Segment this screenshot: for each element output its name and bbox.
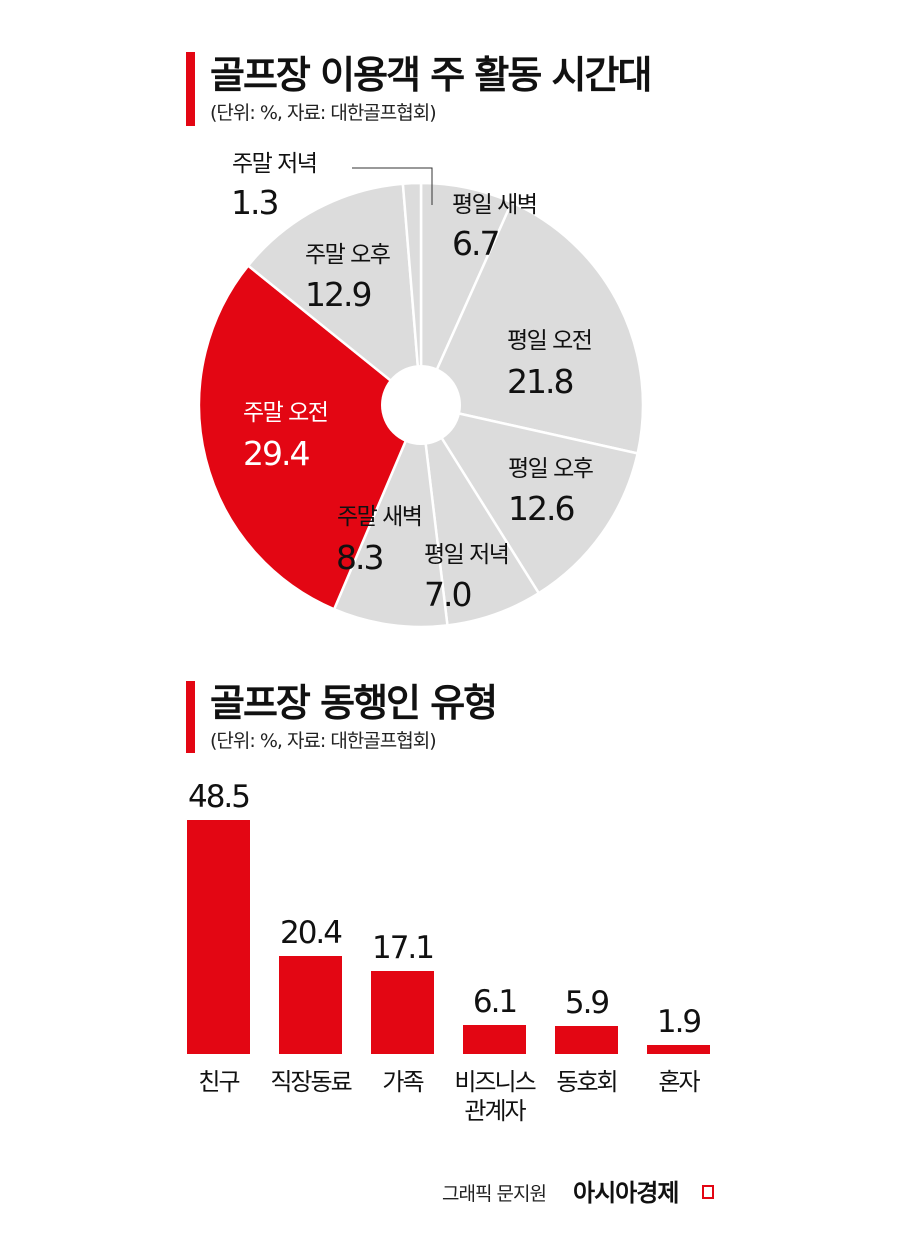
pie-label-name: 주말 오후: [305, 242, 391, 268]
bar-value-label: 48.5: [187, 779, 251, 815]
pie-label-value: 8.3: [336, 538, 385, 577]
bar-value-label: 17.1: [371, 930, 435, 966]
leader-line: [352, 167, 433, 205]
bar-category-label: 혼자: [658, 1068, 700, 1096]
pie-slice: [246, 182, 423, 408]
bar-category-label: 가족: [382, 1068, 424, 1096]
pie-label-name: 평일 새벽: [452, 192, 538, 218]
bar: [371, 971, 434, 1054]
bar-category-label: 직장동료: [270, 1068, 352, 1096]
bar: [187, 820, 250, 1054]
bar-chart-title: 골프장 동행인 유형: [210, 681, 498, 725]
bar-title-bar: [186, 681, 195, 753]
bar-value-label: 20.4: [279, 915, 343, 951]
donut-chart: [197, 167, 645, 629]
bar-chart-subtitle: (단위: %, 자료: 대한골프협회): [210, 730, 437, 752]
pie-label-name: 평일 오후: [508, 456, 594, 482]
bar-value-label: 6.1: [472, 984, 518, 1020]
pie-label-name: 평일 저녁: [424, 542, 510, 568]
donut-hole: [381, 365, 461, 445]
pie-label-name: 주말 새벽: [337, 504, 423, 530]
bar: [463, 1025, 526, 1054]
pie-label-name: 평일 오전: [507, 328, 593, 354]
bar-category-label: 동호회: [556, 1068, 618, 1096]
pie-label-value: 6.7: [452, 224, 501, 263]
pie-label-value: 7.0: [424, 575, 473, 614]
publisher-logo-text: 아시아경제: [573, 1179, 679, 1207]
pie-slice: [332, 400, 449, 629]
bar-category-label: 친구: [198, 1068, 240, 1096]
graphic-credit: 그래픽 문지원: [442, 1183, 547, 1205]
pie-label-name: 주말 오전: [243, 400, 329, 426]
pie-slice: [419, 200, 645, 455]
pie-slice: [418, 403, 640, 595]
bar-category-label: 비즈니스 관계자: [454, 1068, 536, 1125]
pie-chart-title: 골프장 이용객 주 활동 시간대: [210, 53, 652, 97]
pie-label-value: 21.8: [507, 362, 574, 401]
pie-label-value: 12.6: [508, 489, 575, 528]
bar: [555, 1026, 618, 1054]
pie-slice: [197, 263, 423, 611]
pie-chart-subtitle: (단위: %, 자료: 대한골프협회): [210, 102, 437, 124]
pie-label-value: 1.3: [231, 183, 280, 222]
publisher-logo-icon: [702, 1185, 714, 1199]
pie-title-bar: [186, 52, 195, 126]
bar: [647, 1045, 710, 1054]
pie-label-value: 12.9: [305, 275, 372, 314]
pie-slice: [401, 181, 423, 406]
bar-value-label: 5.9: [564, 985, 610, 1021]
pie-label-name: 주말 저녁: [232, 151, 318, 177]
pie-label-value: 29.4: [243, 434, 310, 473]
bar-value-label: 1.9: [656, 1004, 702, 1040]
bar: [279, 956, 342, 1054]
